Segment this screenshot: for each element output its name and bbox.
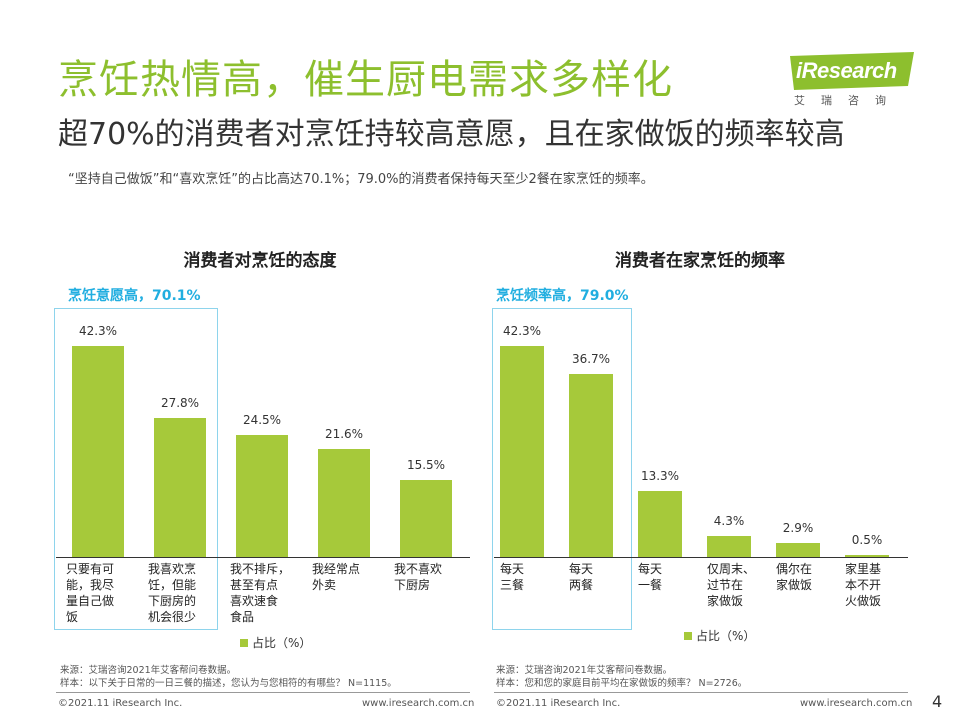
category-label: 每天 一餐 <box>638 562 663 592</box>
bar-value-label: 24.5% <box>242 412 282 427</box>
footer-url[interactable]: www.iresearch.com.cn <box>362 698 475 709</box>
source-note: 来源：艾瑞咨询2021年艾客帮问卷数据。 <box>60 665 237 676</box>
x-axis-baseline <box>56 557 470 558</box>
category-label: 我喜欢烹 饪，但能 下厨房的 机会很少 <box>148 562 197 624</box>
bar-value-label: 0.5% <box>851 532 883 547</box>
footer-divider <box>56 692 470 693</box>
sample-note: 样本：您和您的家庭目前平均在家做饭的频率？ N=2726。 <box>496 678 748 689</box>
category-label: 我经常点 外卖 <box>312 562 361 592</box>
bar <box>776 542 820 557</box>
bar <box>569 373 613 557</box>
bar-value-label: 36.7% <box>571 351 611 366</box>
x-axis-baseline <box>494 557 908 558</box>
category-label: 每天 两餐 <box>569 562 594 592</box>
sample-note: 样本：以下关于日常的一日三餐的描述，您认为与您相符的有哪些？ N=1115。 <box>60 678 397 689</box>
footer-url[interactable]: www.iresearch.com.cn <box>800 698 913 709</box>
chart-legend: 占比（%） <box>240 634 311 651</box>
category-label: 我不喜欢 下厨房 <box>394 562 443 592</box>
legend-label: 占比（%） <box>252 636 312 650</box>
logo-tagline: 艾瑞咨询 <box>794 94 902 107</box>
page-number: 4 <box>932 692 943 711</box>
category-label: 偶尔在 家做饭 <box>776 562 813 592</box>
bar-value-label: 4.3% <box>713 513 745 528</box>
highlight-label: 烹饪频率高，79.0% <box>496 288 629 304</box>
chart-legend: 占比（%） <box>684 627 755 644</box>
bar-value-label: 21.6% <box>324 427 364 441</box>
page-title: 烹饪热情高，催生厨电需求多样化 <box>58 57 673 103</box>
bar <box>236 434 288 557</box>
bar <box>154 418 206 557</box>
footer-copyright: ©2021.11 iResearch Inc. <box>496 698 621 709</box>
bar-value-label: 13.3% <box>640 468 680 483</box>
highlight-label: 烹饪意愿高，70.1% <box>68 288 201 304</box>
legend-swatch <box>684 632 692 640</box>
iresearch-logo: iResearch 艾瑞咨询 <box>790 52 914 110</box>
chart-title: 消费者对烹饪的态度 <box>183 251 337 271</box>
footer-divider <box>494 692 908 693</box>
logo-brand-text: iResearch <box>796 58 897 83</box>
page-subtitle: 超70%的消费者对烹饪持较高意愿，且在家做饭的频率较高 <box>58 117 845 152</box>
category-label: 我不排斥， 甚至有点 喜欢速食 食品 <box>230 562 291 624</box>
category-label: 仅周末、 过节在 家做饭 <box>707 562 756 608</box>
bar-value-label: 42.3% <box>78 323 118 338</box>
bar <box>707 535 751 557</box>
bar <box>72 345 124 557</box>
highlight-box <box>54 308 218 630</box>
bar-value-label: 42.3% <box>502 323 542 338</box>
category-label: 每天 三餐 <box>500 562 525 592</box>
bar-value-label: 27.8% <box>160 396 200 410</box>
bar <box>400 479 452 557</box>
chart-title: 消费者在家烹饪的频率 <box>615 251 785 271</box>
legend-swatch <box>240 639 248 647</box>
category-label: 只要有可 能，我尽 量自己做 饭 <box>66 562 115 624</box>
bar <box>638 490 682 557</box>
bar <box>845 554 889 557</box>
category-label: 家里基 本不开 火做饭 <box>845 562 882 608</box>
source-note: 来源：艾瑞咨询2021年艾客帮问卷数据。 <box>496 665 673 676</box>
bar-value-label: 2.9% <box>782 520 814 535</box>
footer-copyright: ©2021.11 iResearch Inc. <box>58 698 183 709</box>
highlight-box <box>492 308 632 630</box>
bar <box>318 449 370 557</box>
bar <box>500 345 544 557</box>
page-description: “坚持自己做饭”和“喜欢烹饪”的占比高达70.1%；79.0%的消费者保持每天至… <box>68 172 654 187</box>
bar-value-label: 15.5% <box>406 457 446 472</box>
logo-badge-shape <box>790 52 914 90</box>
legend-label: 占比（%） <box>696 629 756 643</box>
